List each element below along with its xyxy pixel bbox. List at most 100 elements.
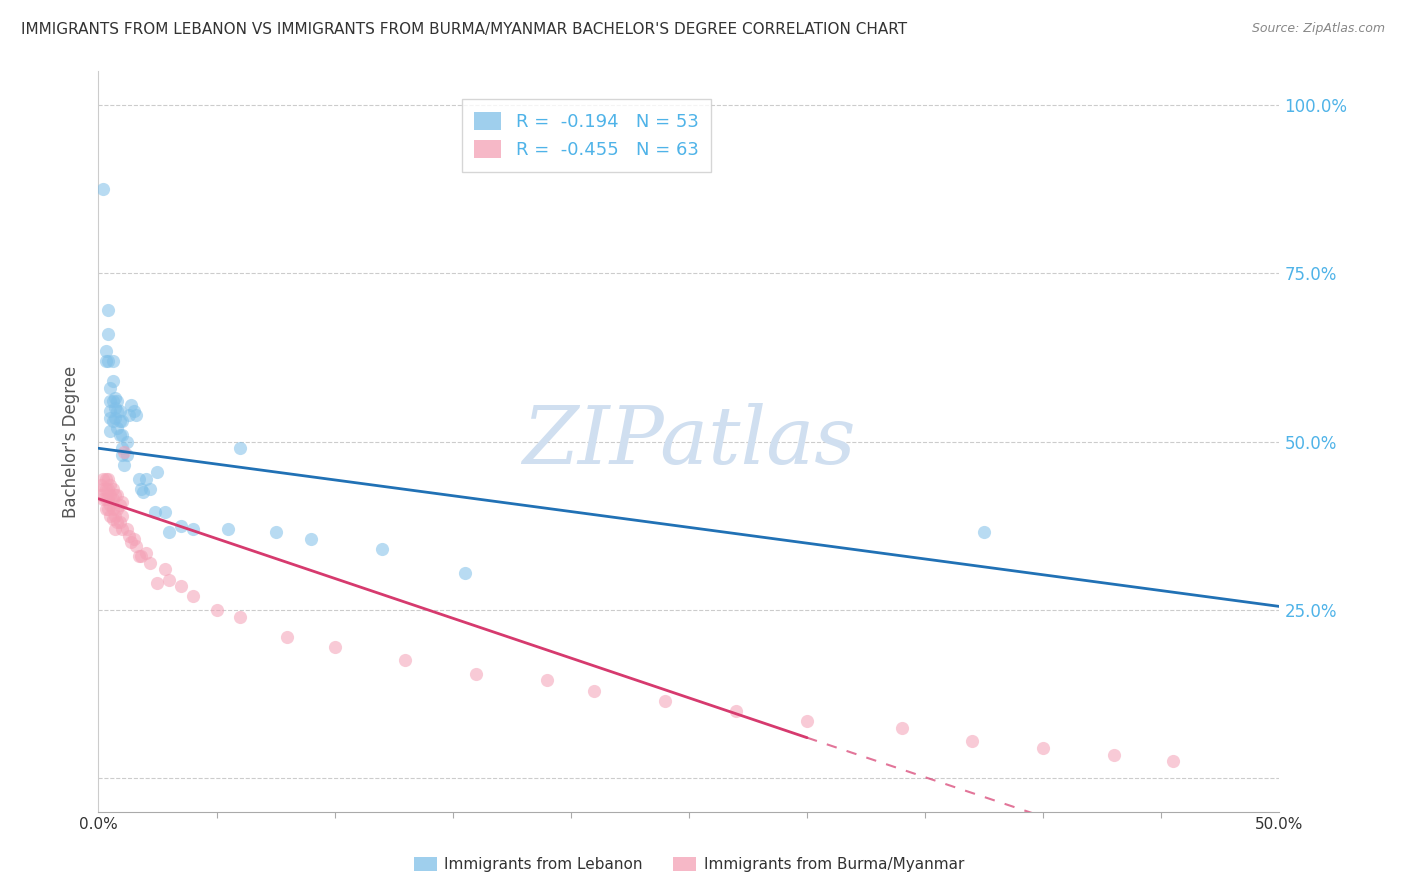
Point [181, 522, 204, 536]
Point [94, 343, 117, 358]
Point [129, 482, 152, 496]
Point [105, 394, 128, 409]
Point [105, 404, 128, 418]
Point [139, 556, 162, 570]
Point [104, 488, 127, 502]
Point [98, 508, 121, 523]
Point [111, 414, 134, 428]
Text: IMMIGRANTS FROM LEBANON VS IMMIGRANTS FROM BURMA/MYANMAR BACHELOR'S DEGREE CORRE: IMMIGRANTS FROM LEBANON VS IMMIGRANTS FR… [21, 22, 907, 37]
Point [111, 522, 134, 536]
Point [111, 495, 134, 509]
Point [121, 398, 143, 412]
Point [725, 704, 748, 718]
Point [890, 721, 912, 735]
Point [962, 734, 984, 748]
Point [111, 508, 134, 523]
Point [105, 516, 128, 530]
Point [132, 485, 155, 500]
Point [101, 353, 124, 368]
Point [94, 501, 117, 516]
Point [98, 404, 121, 418]
Point [97, 501, 120, 516]
Point [465, 666, 488, 681]
Point [108, 516, 131, 530]
Point [91, 491, 114, 506]
Point [654, 694, 676, 708]
Point [229, 609, 252, 624]
Point [97, 471, 120, 485]
Point [90, 488, 112, 502]
Point [98, 478, 121, 492]
Point [157, 525, 180, 540]
Point [536, 673, 558, 688]
Point [128, 549, 150, 563]
Point [108, 404, 131, 418]
Point [105, 501, 128, 516]
Point [98, 488, 121, 502]
Point [104, 391, 127, 405]
Point [108, 499, 131, 513]
Point [97, 326, 120, 341]
Point [94, 491, 117, 506]
Point [94, 471, 117, 485]
Point [129, 549, 152, 563]
Point [139, 482, 162, 496]
Point [108, 427, 131, 442]
Point [97, 353, 120, 368]
Point [115, 448, 138, 462]
Point [125, 408, 148, 422]
Point [104, 401, 127, 415]
Point [170, 579, 193, 593]
Point [91, 182, 114, 196]
Point [105, 421, 128, 435]
Point [453, 566, 475, 580]
Point [371, 542, 394, 557]
Point [101, 394, 124, 409]
Point [101, 491, 124, 506]
Point [118, 408, 141, 422]
Point [323, 640, 346, 654]
Point [101, 512, 124, 526]
Point [115, 434, 138, 449]
Point [104, 508, 127, 523]
Point [153, 505, 176, 519]
Point [101, 414, 124, 428]
Point [394, 653, 416, 667]
Point [98, 411, 121, 425]
Point [135, 471, 157, 485]
Point [264, 525, 287, 540]
Point [583, 683, 606, 698]
Point [229, 442, 252, 456]
Point [111, 442, 134, 456]
Point [112, 444, 135, 458]
Point [146, 465, 169, 479]
Point [98, 381, 121, 395]
Point [91, 482, 114, 496]
Point [94, 353, 117, 368]
Point [101, 482, 124, 496]
Point [135, 546, 157, 560]
Point [97, 491, 120, 506]
Point [157, 573, 180, 587]
Point [153, 562, 176, 576]
Point [217, 522, 239, 536]
Point [118, 529, 141, 543]
Point [146, 575, 169, 590]
Point [1032, 740, 1054, 755]
Point [181, 590, 204, 604]
Point [98, 394, 121, 409]
Point [104, 411, 127, 425]
Point [111, 427, 134, 442]
Point [104, 522, 127, 536]
Point [299, 532, 322, 546]
Point [94, 482, 117, 496]
Point [170, 518, 193, 533]
Point [128, 471, 150, 485]
Text: Source: ZipAtlas.com: Source: ZipAtlas.com [1251, 22, 1385, 36]
Point [973, 525, 995, 540]
Point [105, 488, 128, 502]
Y-axis label: Bachelor's Degree: Bachelor's Degree [62, 366, 80, 517]
Point [90, 478, 112, 492]
Text: ZIPatlas: ZIPatlas [522, 403, 856, 480]
Point [98, 425, 121, 439]
